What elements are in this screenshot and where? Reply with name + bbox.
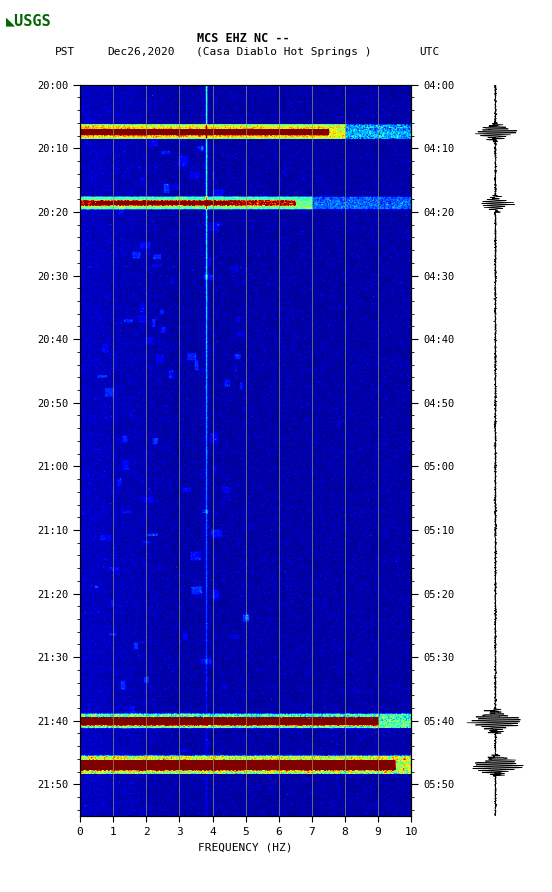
Text: UTC: UTC <box>420 46 440 57</box>
Text: Dec26,2020: Dec26,2020 <box>108 46 175 57</box>
Text: ◣USGS: ◣USGS <box>6 13 51 28</box>
Text: (Casa Diablo Hot Springs ): (Casa Diablo Hot Springs ) <box>196 46 371 57</box>
X-axis label: FREQUENCY (HZ): FREQUENCY (HZ) <box>198 842 293 852</box>
Text: MCS EHZ NC --: MCS EHZ NC -- <box>197 32 289 45</box>
Text: PST: PST <box>55 46 76 57</box>
